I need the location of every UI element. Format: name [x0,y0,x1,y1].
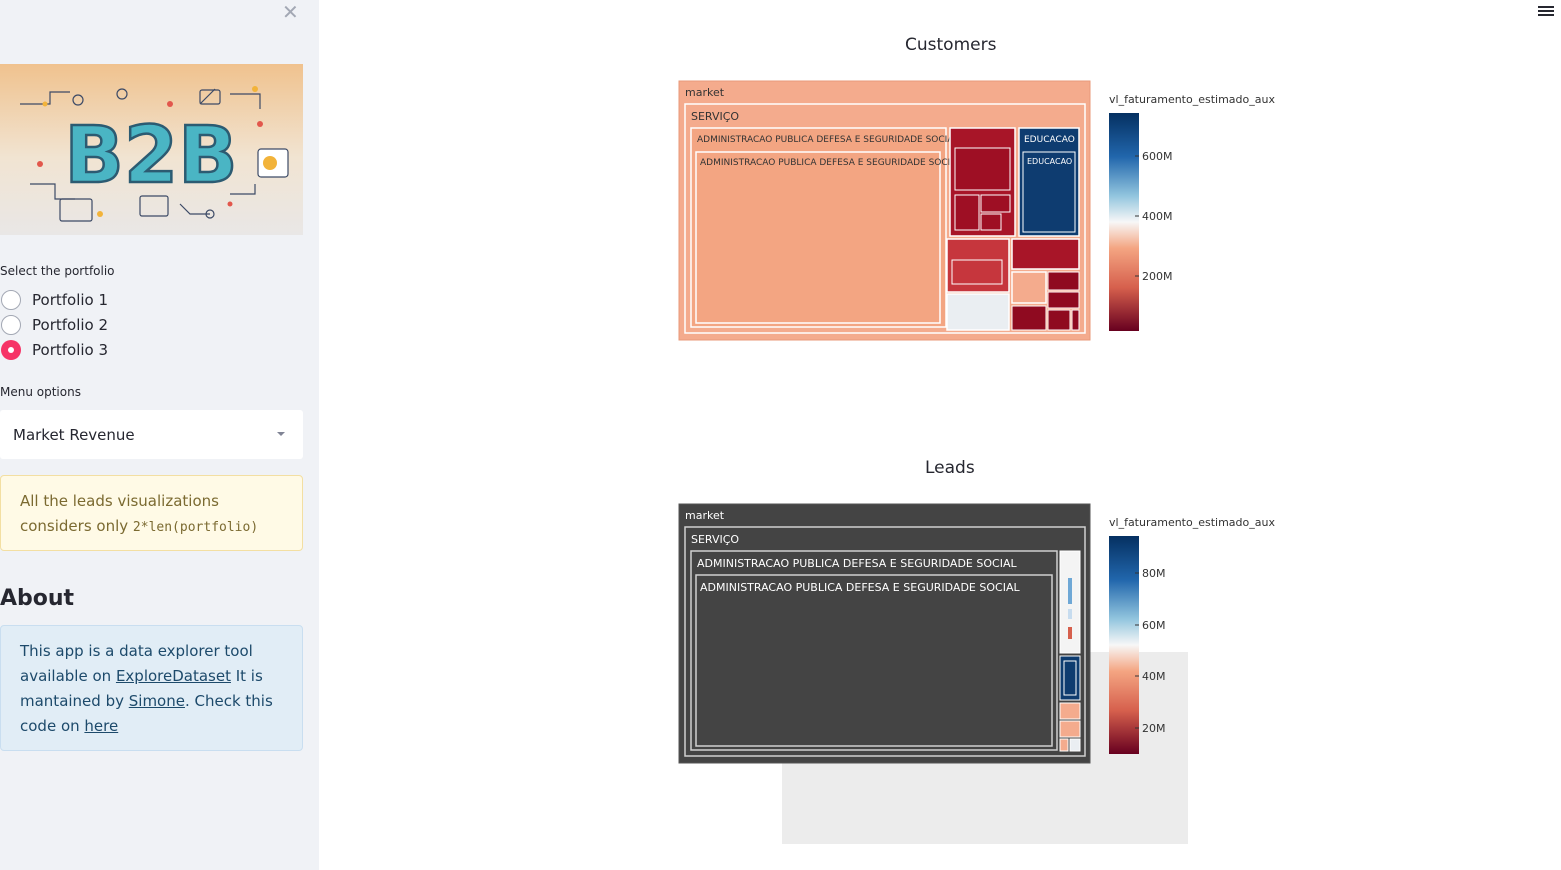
about-heading: About [0,586,75,611]
colorbar-tick: 40M [1142,670,1166,683]
b2b-banner-image: B2B [0,64,303,235]
treemap-level2-label: ADMINISTRACAO PUBLICA DEFESA E SEGURIDAD… [697,135,958,145]
treemap-root-label: market [685,509,725,522]
customers-colorbar: vl_faturamento_estimado_aux 600M 400M 20… [1109,93,1275,331]
colorbar-title: vl_faturamento_estimado_aux [1109,93,1275,106]
leads-warning-box: All the leads visualizations considers o… [0,475,303,551]
simone-link[interactable]: Simone [128,692,185,710]
radio-dot-selected [1,340,21,360]
treemap-level3-label: ADMINISTRACAO PUBLICA DEFESA E SEGURIDAD… [700,581,1020,594]
leads-treemap[interactable]: market SERVIÇO ADMINISTRACAO PUBLICA DEF… [678,503,1098,768]
radio-dot [1,315,21,335]
warning-text: All the leads visualizations considers o… [20,492,219,535]
treemap-tile[interactable] [1059,702,1081,720]
radio-portfolio-3[interactable]: Portfolio 3 [0,339,108,361]
radio-label: Portfolio 3 [32,341,109,359]
hamburger-menu-icon[interactable] [1538,4,1554,20]
banner-text: B2B [64,111,237,201]
treemap-level1-label: SERVIÇO [691,110,739,123]
close-icon[interactable]: ✕ [282,0,299,24]
about-text-3: . Check this code on [20,692,273,735]
colorbar-tick: 200M [1142,270,1173,283]
treemap-tile[interactable] [1059,655,1081,701]
radio-label: Portfolio 2 [32,316,109,334]
explore-dataset-link[interactable]: ExploreDataset [115,667,231,685]
radio-label: Portfolio 1 [32,291,109,309]
treemap-level2-label: ADMINISTRACAO PUBLICA DEFESA E SEGURIDAD… [697,557,1017,570]
customers-chart-title: Customers [905,35,997,55]
about-info-box: This app is a data explorer tool availab… [0,625,303,751]
treemap-tile[interactable] [1011,271,1047,304]
treemap-tile[interactable] [946,293,1010,331]
customers-treemap[interactable]: market SERVIÇO ADMINISTRACAO PUBLICA DEF… [678,80,1098,345]
treemap-tile[interactable] [1059,720,1081,738]
treemap-level3-label: ADMINISTRACAO PUBLICA DEFESA E SEGURIDAD… [700,158,961,168]
leads-chart-title: Leads [925,458,975,478]
treemap-root-label: market [685,86,725,99]
colorbar-title: vl_faturamento_estimado_aux [1109,516,1275,529]
treemap-tile[interactable] [1011,238,1080,270]
treemap-side-label: EDUCACAO [1027,157,1072,166]
radio-portfolio-2[interactable]: Portfolio 2 [0,314,108,336]
colorbar-tick: 20M [1142,722,1166,735]
chevron-down-icon [277,432,285,436]
warning-code: 2*len(portfolio) [132,520,259,535]
colorbar-tick: 600M [1142,150,1173,163]
colorbar-tick: 400M [1142,210,1173,223]
menu-select-value: Market Revenue [13,425,135,444]
radio-portfolio-1[interactable]: Portfolio 1 [0,289,108,311]
menu-options-label: Menu options [0,385,81,399]
radio-dot [1,290,21,310]
treemap-level1-label: SERVIÇO [691,533,739,546]
colorbar-tick: 60M [1142,619,1166,632]
colorbar-tick: 80M [1142,567,1166,580]
treemap-side-label: EDUCACAO [1024,135,1075,145]
sidebar: ✕ B2B Select the portfolio [0,0,319,870]
about-text-2: It is mantained by [20,667,263,710]
menu-select[interactable]: Market Revenue [0,410,303,459]
about-text-1: This app is a data explorer tool availab… [20,642,253,685]
leads-colorbar: vl_faturamento_estimado_aux 80M 60M 40M … [1109,516,1275,754]
portfolio-label: Select the portfolio [0,264,115,278]
here-link[interactable]: here [84,717,119,735]
